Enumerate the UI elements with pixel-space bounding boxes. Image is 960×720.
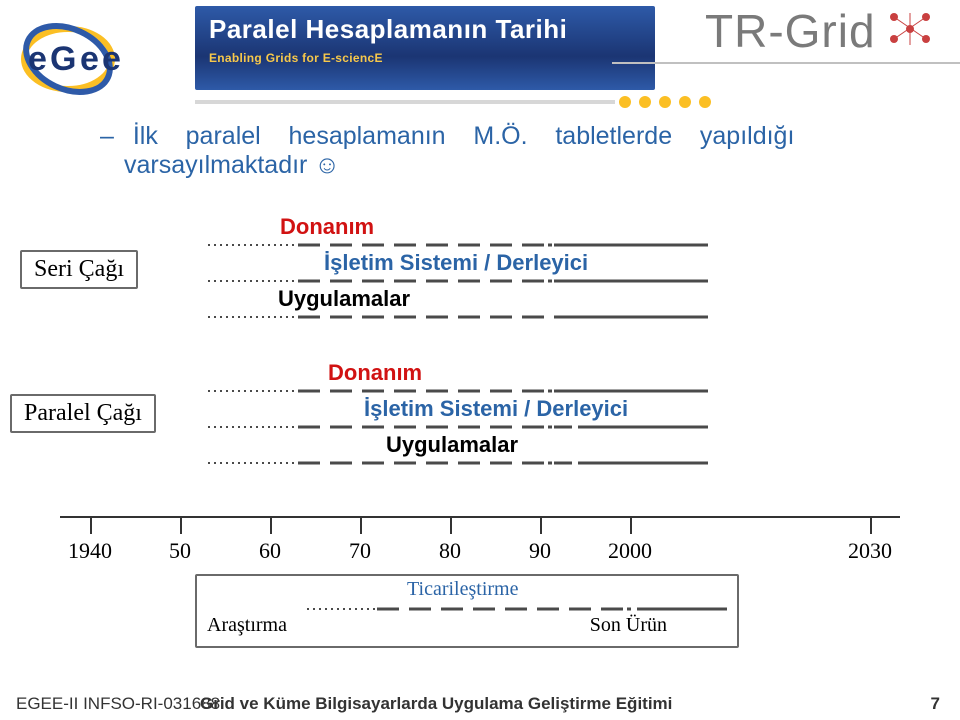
axis-year-label: 70: [349, 538, 371, 564]
egee-logo: e G e e: [18, 14, 193, 104]
stack1-row-donanim: Donanım: [220, 216, 760, 248]
bullet-p6: yapıldığı: [700, 122, 795, 151]
era-box-seri: Seri Çağı: [20, 250, 138, 289]
axis-year-label: 90: [529, 538, 551, 564]
dashed-line-icon: [307, 604, 727, 614]
axis-tick: [450, 516, 452, 534]
dashed-line-icon: [208, 422, 748, 432]
egee-divider-icon: [195, 90, 755, 114]
bullet-dash: –: [100, 122, 114, 150]
svg-text:e: e: [80, 40, 99, 78]
commerce-left: Araştırma: [207, 614, 287, 637]
svg-text:e: e: [102, 40, 121, 78]
axis-tick: [90, 516, 92, 534]
bullet-p2: paralel: [186, 122, 261, 151]
dashed-line-icon: [208, 458, 748, 468]
dashed-line-icon: [208, 240, 748, 250]
axis-tick: [270, 516, 272, 534]
footer: EGEE-II INFSO-RI-031688 Grid ve Küme Bil…: [0, 690, 960, 720]
commerce-title: Ticarileştirme: [407, 578, 518, 601]
dashed-line-icon: [208, 312, 748, 322]
svg-text:G: G: [50, 40, 76, 78]
trgrid-text: TR-Grid: [705, 4, 876, 58]
stack-seri: Donanım İşletim Sistemi / Derleyici: [220, 216, 760, 324]
stack2-label-isletim: İşletim Sistemi / Derleyici: [364, 396, 628, 422]
stack1-label-donanim: Donanım: [280, 214, 374, 240]
bullet-p3: hesaplamanın: [289, 122, 446, 151]
stack1-row-isletim: İşletim Sistemi / Derleyici: [220, 252, 760, 284]
era-box-paralel: Paralel Çağı: [10, 394, 156, 433]
stack2-row-donanim: Donanım: [220, 362, 760, 394]
slide-title: Paralel Hesaplamanın Tarihi: [209, 14, 641, 45]
bullet-p4: M.Ö.: [473, 122, 527, 151]
axis-tick: [540, 516, 542, 534]
stack2-label-uygulamalar: Uygulamalar: [386, 432, 518, 458]
svg-text:e: e: [28, 40, 47, 78]
footer-page: 7: [931, 694, 940, 714]
stack2-row-uygulamalar: Uygulamalar: [220, 434, 760, 466]
trgrid-underline: [612, 62, 960, 64]
axis-year-label: 2000: [608, 538, 652, 564]
commerce-right: Son Ürün: [590, 614, 667, 637]
stack-paralel: Donanım İşletim Sistemi / Derleyici: [220, 362, 760, 470]
stack1-label-isletim: İşletim Sistemi / Derleyici: [324, 250, 588, 276]
axis-year-label: 2030: [848, 538, 892, 564]
bullet-text: – İlk paralel hesaplamanın M.Ö. tabletle…: [100, 122, 900, 180]
header: e G e e Paralel Hesaplamanın Tarihi Enab…: [0, 0, 960, 115]
axis-tick: [360, 516, 362, 534]
axis-year-label: 80: [439, 538, 461, 564]
axis-tick: [180, 516, 182, 534]
stack1-row-uygulamalar: Uygulamalar: [220, 288, 760, 320]
axis-tick: [630, 516, 632, 534]
axis-year-label: 50: [169, 538, 191, 564]
body: – İlk paralel hesaplamanın M.Ö. tabletle…: [0, 122, 960, 682]
commercialization-box: Ticarileştirme Araştırma Son Ürün: [195, 574, 739, 648]
bullet-p1: İlk: [133, 122, 158, 151]
axis-year-label: 60: [259, 538, 281, 564]
stack1-label-uygulamalar: Uygulamalar: [278, 286, 410, 312]
slide-subtitle: Enabling Grids for E-sciencE: [209, 51, 641, 65]
axis-baseline: [60, 516, 900, 518]
dashed-line-icon: [208, 386, 748, 396]
slide: e G e e Paralel Hesaplamanın Tarihi Enab…: [0, 0, 960, 720]
dashed-line-icon: [208, 276, 748, 286]
stack2-row-isletim: İşletim Sistemi / Derleyici: [220, 398, 760, 430]
title-strip: Paralel Hesaplamanın Tarihi Enabling Gri…: [195, 6, 655, 90]
year-axis: 1940 50 60 70 80 90 2000 2030: [60, 516, 900, 566]
trgrid-logo: TR-Grid: [652, 4, 952, 58]
axis-tick: [870, 516, 872, 534]
bullet-line2: varsayılmaktadır ☺: [124, 151, 340, 179]
stack2-label-donanim: Donanım: [328, 360, 422, 386]
axis-year-label: 1940: [68, 538, 112, 564]
footer-center: Grid ve Küme Bilgisayarlarda Uygulama Ge…: [200, 694, 672, 714]
bullet-p5: tabletlerde: [555, 122, 672, 151]
footer-left: EGEE-II INFSO-RI-031688: [16, 694, 220, 714]
trgrid-dots-icon: [888, 9, 934, 54]
